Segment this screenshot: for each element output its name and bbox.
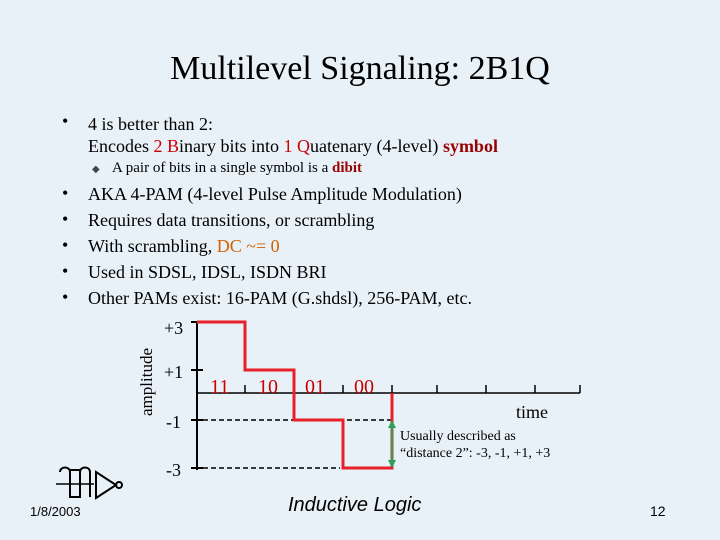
symbol-label: 00 — [354, 376, 374, 398]
bullet-dot: • — [62, 111, 69, 131]
bullet-text: Used in SDSL, IDSL, ISDN BRI — [88, 262, 327, 282]
bullet-dot: • — [62, 235, 69, 255]
sub-bullet-diamond-icon: ◆ — [92, 164, 100, 175]
symbol-label: 11 — [210, 376, 229, 398]
footer-date: 1/8/2003 — [30, 504, 81, 519]
bullet-dot: • — [62, 209, 69, 229]
level-label: -3 — [166, 460, 181, 480]
bullet-dot: • — [62, 261, 69, 281]
level-label: +1 — [164, 362, 183, 382]
encodes-line: Encodes 2 Binary bits into 1 Quatenary (… — [88, 136, 498, 156]
inductive-logic-logo — [56, 466, 123, 500]
symbol-label: 01 — [305, 376, 325, 398]
arrow-head-up-icon — [388, 420, 396, 428]
time-axis-label: time — [516, 402, 548, 422]
page-number: 12 — [650, 503, 666, 519]
bullet-text: Requires data transitions, or scrambling — [88, 210, 375, 230]
distance-note-line2: “distance 2”: -3, -1, +1, +3 — [400, 446, 550, 461]
dibit-sub-bullet: A pair of bits in a single symbol is a d… — [112, 160, 362, 176]
bullet-text: AKA 4-PAM (4-level Pulse Amplitude Modul… — [88, 184, 462, 204]
slide-title: Multilevel Signaling: 2B1Q — [170, 50, 550, 87]
distance-note-line1: Usually described as — [400, 429, 516, 444]
bullet-dot: • — [62, 287, 69, 307]
symbol-label: 10 — [258, 376, 278, 398]
scrambling-bullet: With scrambling, DC ~= 0 — [88, 236, 280, 256]
level-label: -1 — [166, 412, 181, 432]
bullet-dot: • — [62, 183, 69, 203]
footer-company-name: Inductive Logic — [288, 494, 422, 516]
level-label: +3 — [164, 318, 183, 338]
bullet-text: 4 is better than 2: — [88, 114, 213, 134]
amplitude-axis-label: amplitude — [137, 348, 156, 416]
arrow-head-down-icon — [388, 460, 396, 468]
bullet-text: Other PAMs exist: 16-PAM (G.shdsl), 256-… — [88, 288, 473, 308]
